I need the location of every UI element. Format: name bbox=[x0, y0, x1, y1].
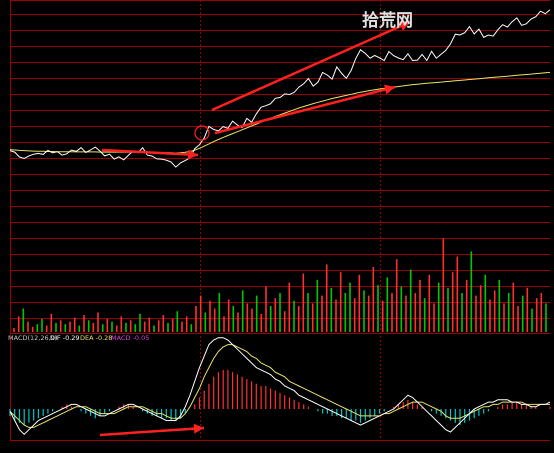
grid bbox=[10, 0, 550, 441]
arrow-shaft bbox=[211, 20, 411, 112]
dif-line bbox=[9, 337, 551, 435]
arrow-shaft bbox=[214, 85, 396, 135]
macd-bars bbox=[9, 369, 551, 426]
breakout-circle-marker bbox=[194, 125, 210, 141]
arrow-head bbox=[384, 84, 395, 95]
price-line bbox=[9, 9, 551, 168]
arrow-shaft bbox=[101, 148, 199, 157]
average-price-line bbox=[9, 71, 551, 154]
macd-legend-dea: DEA -0.28 bbox=[80, 334, 112, 342]
arrow-head bbox=[187, 149, 198, 160]
macd-legend-dif: DIF -0.29 bbox=[50, 334, 80, 342]
annotation-arrows bbox=[99, 20, 411, 437]
arrow-head bbox=[193, 423, 204, 434]
arrow-head bbox=[398, 21, 410, 31]
volume-bars bbox=[13, 238, 547, 332]
macd-legend: MACD(12,26,9) DIF -0.29 DEA -0.28 MACD -… bbox=[8, 334, 149, 342]
arrow-shaft bbox=[99, 426, 205, 437]
macd-legend-macd: MACD -0.05 bbox=[111, 334, 149, 342]
watermark: 拾荒网 bbox=[362, 10, 413, 31]
dea-line bbox=[9, 344, 550, 428]
macd-legend-params: MACD(12,26,9) bbox=[8, 334, 57, 342]
